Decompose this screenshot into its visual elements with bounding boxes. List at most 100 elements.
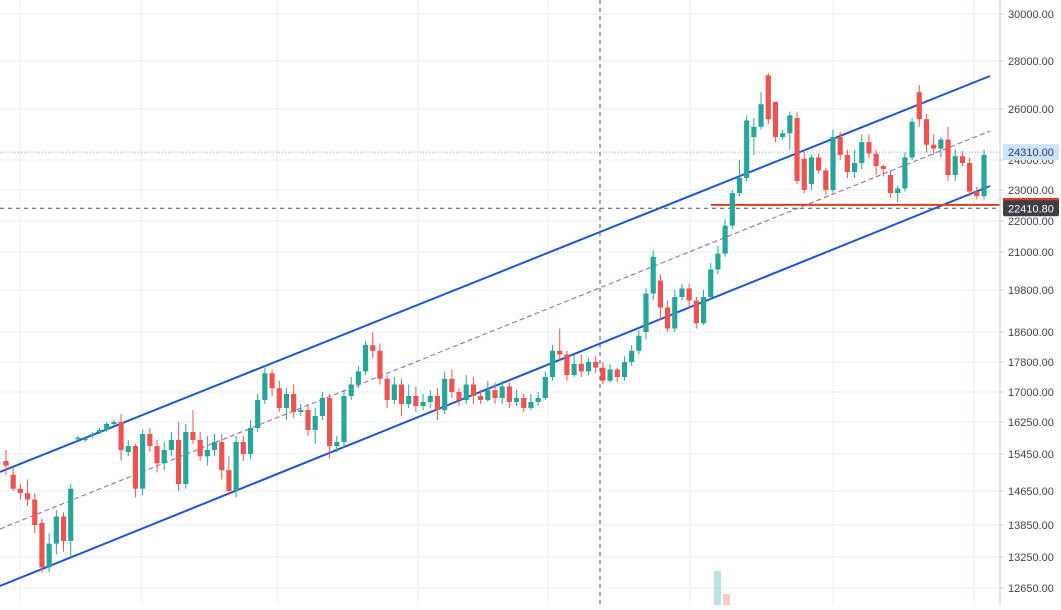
candle xyxy=(219,434,225,480)
candle-body xyxy=(255,400,261,428)
candle-body xyxy=(909,121,915,158)
crosshair-price-label: 22410.80 xyxy=(1008,203,1054,215)
candle-body xyxy=(104,424,110,430)
candle xyxy=(269,369,275,396)
candle xyxy=(449,369,455,398)
candle-body xyxy=(32,499,38,525)
candle xyxy=(3,450,9,475)
candle-body xyxy=(938,139,944,149)
candle-body xyxy=(664,307,671,329)
candle-body xyxy=(348,384,354,396)
candle-body xyxy=(168,440,174,450)
candle xyxy=(837,131,843,160)
candle xyxy=(89,432,95,438)
candle-body xyxy=(53,516,59,544)
candle xyxy=(866,134,872,159)
candle xyxy=(916,85,922,127)
candle-body xyxy=(24,493,31,500)
candle-body xyxy=(686,288,692,301)
candle-body xyxy=(621,362,628,377)
candle-body xyxy=(341,396,347,442)
candle-body xyxy=(787,115,793,134)
candle xyxy=(521,394,527,412)
candle xyxy=(873,149,879,175)
candle-body xyxy=(39,522,45,568)
candle-body xyxy=(866,142,872,154)
grid xyxy=(0,0,1000,605)
candle-body xyxy=(585,362,592,372)
candle-body xyxy=(557,350,563,355)
volume-bar xyxy=(723,594,730,605)
candle xyxy=(902,152,908,192)
candle-body xyxy=(571,363,577,376)
candle-body xyxy=(729,193,735,226)
candle xyxy=(370,332,376,359)
candle-body xyxy=(931,144,937,149)
candle-body xyxy=(233,442,239,491)
candles xyxy=(3,73,987,573)
candle-body xyxy=(68,488,74,541)
channel-median-line xyxy=(0,130,991,530)
candle-body xyxy=(298,410,304,412)
candle xyxy=(46,533,52,573)
candle xyxy=(384,375,390,408)
candle xyxy=(772,101,779,143)
candle xyxy=(226,456,232,496)
candle xyxy=(168,432,174,457)
candle-body xyxy=(693,300,699,324)
candle xyxy=(68,484,74,557)
candle xyxy=(693,297,699,329)
candle-body xyxy=(219,442,225,471)
candle xyxy=(787,111,793,150)
tick-label: 28000.00 xyxy=(1008,56,1054,68)
candle xyxy=(75,436,81,441)
candle-body xyxy=(269,373,275,389)
candle-body xyxy=(89,434,95,436)
candle xyxy=(82,437,88,442)
candle-body xyxy=(247,428,254,454)
candle xyxy=(859,134,865,169)
candle xyxy=(981,149,987,200)
candle xyxy=(765,73,771,125)
candle xyxy=(557,328,563,361)
candle xyxy=(53,510,59,555)
candle-body xyxy=(895,188,901,194)
candle-body xyxy=(600,367,606,381)
candle xyxy=(391,377,397,404)
candle xyxy=(794,111,800,184)
candle-body xyxy=(449,378,455,392)
candle-body xyxy=(859,142,865,163)
candle xyxy=(945,126,951,181)
candle-body xyxy=(485,390,491,400)
candle-body xyxy=(880,166,886,169)
candle xyxy=(283,388,290,420)
candle-body xyxy=(715,253,721,270)
candle xyxy=(657,274,663,320)
candle xyxy=(607,363,613,383)
candle xyxy=(485,380,491,402)
candle-body xyxy=(593,362,599,368)
candle xyxy=(614,367,620,383)
candle-body xyxy=(161,450,167,464)
price-axis[interactable]: 30000.0028000.0026000.0024000.0023000.00… xyxy=(999,0,1061,605)
candle-body xyxy=(736,178,743,194)
candle xyxy=(355,365,361,389)
candle-body xyxy=(327,398,333,446)
candle-body xyxy=(801,158,807,190)
candle-body xyxy=(808,157,815,184)
candle xyxy=(154,440,160,473)
candle-body xyxy=(499,386,505,398)
candle-body xyxy=(420,402,426,406)
candle xyxy=(600,362,606,385)
crosshair-price-badge xyxy=(1003,200,1059,217)
candle-body xyxy=(708,269,714,297)
channel-upper-line xyxy=(0,75,991,473)
candle-body xyxy=(952,156,958,175)
candle-body xyxy=(125,446,131,452)
candle xyxy=(851,149,858,178)
candle xyxy=(312,408,318,444)
candle xyxy=(348,377,354,400)
candle xyxy=(96,428,103,434)
